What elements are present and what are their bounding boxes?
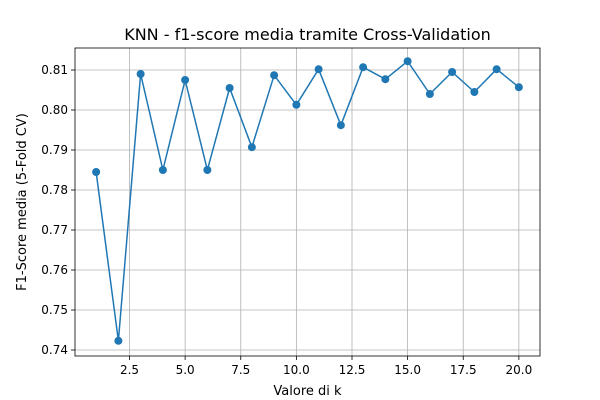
data-point	[270, 71, 279, 80]
data-point	[425, 90, 434, 98]
data-point	[114, 336, 123, 345]
y-tick-label: 0.75	[41, 303, 68, 317]
y-tick-label: 0.74	[41, 343, 68, 357]
data-point	[225, 84, 234, 92]
data-point	[314, 65, 323, 74]
data-point	[203, 166, 212, 174]
x-tick-label: 12.5	[339, 363, 366, 377]
y-tick-label: 0.79	[41, 143, 68, 157]
data-point	[448, 68, 457, 76]
plot-frame	[74, 47, 541, 357]
x-tick-label: 5.0	[176, 363, 195, 377]
grid-lines	[75, 48, 540, 356]
y-tick-label: 0.78	[41, 183, 68, 197]
y-axis-label: F1-Score media (5-Fold CV)	[15, 113, 30, 291]
x-tick-label: 17.5	[450, 363, 477, 377]
x-axis: 2.5 5.0 7.5 10.0 12.5 15.0 17.5 20.0	[120, 356, 532, 377]
y-axis: 0.74 0.75 0.76 0.77 0.78 0.79 0.80 0.81	[41, 63, 75, 357]
x-axis-label: Valore di k	[273, 384, 342, 399]
data-point	[403, 57, 412, 66]
data-point	[158, 166, 167, 174]
x-tick-label: 20.0	[506, 363, 533, 377]
data-point	[492, 65, 501, 74]
data-point	[136, 70, 145, 78]
x-tick-label: 10.0	[283, 363, 310, 377]
chart-title: KNN - f1-score media tramite Cross-Valid…	[124, 25, 491, 44]
series-f1-score	[92, 57, 523, 345]
x-tick-label: 2.5	[120, 363, 139, 377]
y-tick-label: 0.81	[41, 63, 68, 77]
data-point	[181, 76, 190, 84]
series-line	[95, 60, 520, 341]
data-point	[470, 88, 479, 96]
data-point	[292, 100, 301, 109]
data-point	[92, 168, 101, 176]
y-tick-label: 0.77	[41, 223, 68, 237]
data-point	[359, 63, 368, 72]
data-point	[381, 75, 390, 84]
y-tick-label: 0.80	[41, 103, 68, 117]
data-point	[336, 121, 345, 130]
data-point	[247, 143, 256, 152]
x-tick-label: 15.0	[394, 363, 421, 377]
y-tick-label: 0.76	[41, 263, 68, 277]
data-point	[514, 83, 523, 92]
x-tick-label: 7.5	[231, 363, 250, 377]
